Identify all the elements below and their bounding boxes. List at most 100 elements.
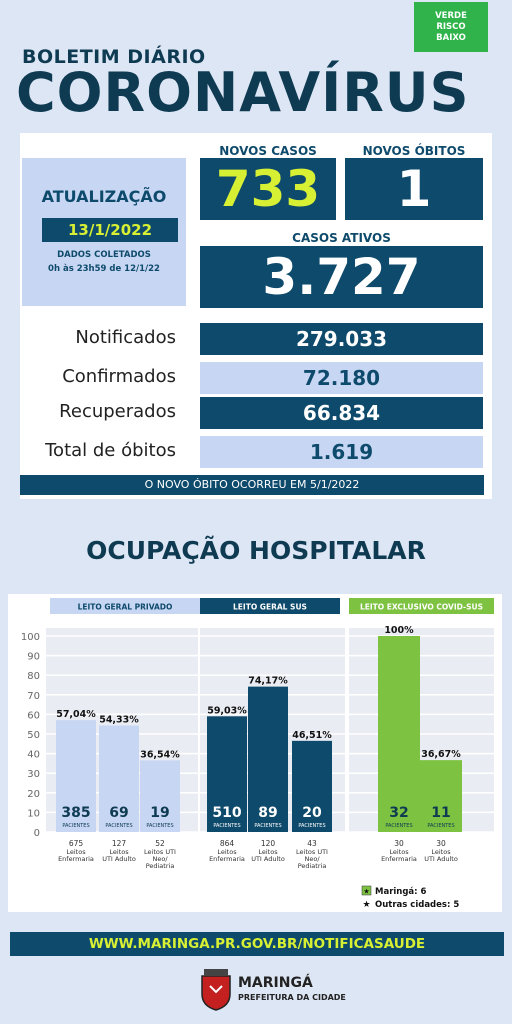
bar-bed-type: UTI Adulto — [251, 855, 285, 863]
y-tick-label: 60 — [27, 710, 40, 721]
new-cases-label: NOVOS CASOS — [219, 144, 317, 158]
bar-percent-label: 36,54% — [140, 749, 180, 760]
bar-patients-value: 20 — [302, 805, 322, 821]
legend-star-icon: ★ — [362, 900, 370, 910]
bar — [207, 716, 247, 832]
death-note: O NOVO ÓBITO OCORREU EM 5/1/2022 — [20, 475, 484, 495]
bar-percent-label: 100% — [384, 625, 414, 636]
bar-bed-type: Enfermaria — [58, 855, 94, 863]
bar-bed-type: Enfermaria — [209, 855, 245, 863]
bar — [248, 686, 288, 832]
bar — [292, 740, 332, 832]
bar-bed-type: Leitos — [109, 848, 129, 856]
legend-item: Maringá: 6 — [375, 887, 427, 897]
stat-label-confirmed: Confirmados — [62, 366, 176, 387]
risk-line-1: VERDE — [435, 10, 467, 21]
active-cases-value: 3.727 — [200, 246, 483, 308]
y-tick-label: 30 — [27, 769, 40, 780]
update-label: ATUALIZAÇÃO — [41, 187, 167, 206]
bar-patients-value: 385 — [61, 805, 90, 821]
group-header-label: LEITO GERAL SUS — [233, 603, 307, 612]
y-tick-label: 50 — [27, 730, 40, 741]
bar — [420, 760, 462, 832]
bar-bed-type: UTI Adulto — [102, 855, 136, 863]
stat-value-confirmed: 72.180 — [200, 362, 483, 394]
bar-bed-type: Leitos UTI — [144, 848, 176, 856]
bar-percent-label: 57,04% — [56, 709, 96, 720]
bar-beds-count: 52 — [155, 839, 165, 848]
footer-url[interactable]: WWW.MARINGA.PR.GOV.BR/NOTIFICASAUDE — [10, 932, 504, 956]
bar-percent-label: 54,33% — [99, 715, 139, 726]
collected-label: DADOS COLETADOS — [57, 250, 151, 260]
group-header-bg — [200, 598, 340, 614]
group-header-bg — [50, 598, 200, 614]
stat-label-notified: Notificados — [75, 327, 176, 348]
bar — [99, 725, 139, 832]
bar-bed-type: Pediatria — [146, 862, 175, 870]
group-header-label: LEITO EXCLUSIVO COVID-SUS — [360, 603, 483, 612]
bar-bed-type: Leitos — [66, 848, 86, 856]
bar-bed-type: Neo/ — [152, 855, 168, 863]
bar-beds-count: 43 — [307, 839, 317, 848]
y-tick-label: 90 — [27, 652, 40, 663]
group-header-label: LEITO GERAL PRIVADO — [78, 603, 173, 612]
bar-bed-type: Leitos — [431, 848, 451, 856]
stat-value-notified: 279.033 — [200, 323, 483, 355]
stat-value-total-deaths: 1.619 — [200, 436, 483, 468]
y-tick-label: 20 — [27, 789, 40, 800]
bar-patients-word: PACIENTES — [427, 823, 454, 829]
stat-label-total-deaths: Total de óbitos — [45, 440, 176, 461]
bar-beds-count: 120 — [261, 839, 276, 848]
bar-patients-value: 11 — [431, 805, 450, 821]
new-cases-value: 733 — [200, 158, 336, 220]
y-tick-label: 40 — [27, 750, 40, 761]
bar-percent-label: 74,17% — [248, 676, 288, 687]
bulletin-subtitle: BOLETIM DIÁRIO — [22, 46, 206, 68]
bar-bed-type: Neo/ — [304, 855, 320, 863]
bar-percent-label: 46,51% — [292, 730, 332, 741]
bar-patients-value: 69 — [109, 805, 128, 821]
bar — [378, 636, 420, 832]
active-cases-label: CASOS ATIVOS — [292, 231, 391, 245]
bar-patients-value: 32 — [389, 805, 408, 821]
bar-beds-count: 30 — [436, 839, 446, 848]
risk-level-badge: VERDE RISCO BAIXO — [414, 2, 488, 52]
bar-beds-count: 30 — [394, 839, 404, 848]
y-tick-label: 0 — [34, 828, 40, 839]
group-header-bg — [349, 598, 494, 614]
legend-item: Outras cidades: 5 — [375, 900, 459, 910]
bar-bed-type: Leitos UTI — [296, 848, 328, 856]
y-tick-label: 80 — [27, 671, 40, 682]
occupancy-title: OCUPAÇÃO HOSPITALAR — [86, 536, 426, 565]
stat-value-recovered: 66.834 — [200, 397, 483, 429]
bar — [56, 720, 96, 832]
bar-percent-label: 59,03% — [207, 705, 247, 716]
bar-patients-word: PACIENTES — [213, 823, 240, 829]
bar-bed-type: Leitos — [217, 848, 237, 856]
new-deaths-value: 1 — [345, 158, 483, 220]
new-deaths-label: NOVOS ÓBITOS — [362, 144, 466, 158]
bar-bed-type: Leitos — [389, 848, 409, 856]
stat-label-recovered: Recuperados — [59, 401, 176, 422]
collected-range: 0h às 23h59 de 12/1/22 — [48, 264, 160, 274]
bar-beds-count: 864 — [220, 839, 235, 848]
bar-beds-count: 675 — [69, 839, 84, 848]
bar-patients-word: PACIENTES — [298, 823, 325, 829]
page-title: CORONAVÍRUS — [16, 61, 470, 124]
bar-patients-word: PACIENTES — [385, 823, 412, 829]
bar — [140, 760, 180, 832]
bar-bed-type: Pediatria — [298, 862, 327, 870]
risk-line-3: BAIXO — [436, 32, 466, 43]
bar-patients-word: PACIENTES — [146, 823, 173, 829]
bar-bed-type: Leitos — [258, 848, 278, 856]
bar-bed-type: UTI Adulto — [424, 855, 458, 863]
city-logo-name: MARINGÁ — [238, 975, 313, 991]
bar-patients-value: 19 — [150, 805, 169, 821]
bar-patients-value: 89 — [258, 805, 277, 821]
bar-patients-word: PACIENTES — [105, 823, 132, 829]
risk-line-2: RISCO — [436, 21, 466, 32]
y-tick-label: 70 — [27, 691, 40, 702]
legend-swatch — [361, 885, 372, 896]
update-date: 13/1/2022 — [42, 218, 178, 242]
y-tick-label: 100 — [21, 632, 40, 643]
